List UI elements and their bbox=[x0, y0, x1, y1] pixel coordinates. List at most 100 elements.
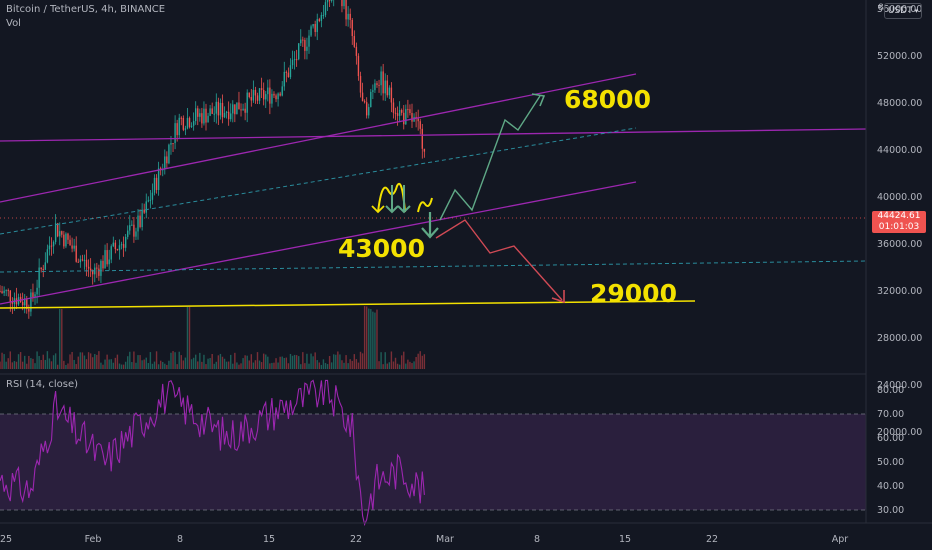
candle-body bbox=[363, 101, 366, 103]
price-tick-label: 44000.00 bbox=[877, 145, 922, 156]
rsi-band-fill bbox=[0, 414, 866, 510]
candle-body bbox=[232, 104, 234, 114]
volume-bar bbox=[417, 353, 419, 369]
candle-body bbox=[368, 107, 370, 116]
volume-bar bbox=[192, 357, 195, 369]
volume-bar bbox=[347, 363, 349, 369]
candle-body bbox=[380, 71, 382, 86]
volume-bar bbox=[139, 355, 141, 369]
price-tick-label: 52000.00 bbox=[877, 51, 922, 62]
price-tick-label: 56000.00 bbox=[877, 4, 922, 15]
time-tick-label: 22 bbox=[350, 534, 362, 545]
candle-body bbox=[244, 108, 246, 113]
candle-body bbox=[209, 108, 211, 116]
candle-body bbox=[300, 39, 302, 44]
volume-bar bbox=[298, 356, 300, 369]
time-tick-label: 8 bbox=[177, 534, 183, 545]
volume-bar bbox=[106, 354, 108, 369]
price-tick-label: 20000.00 bbox=[877, 427, 922, 438]
volume-bar bbox=[89, 353, 92, 369]
channel-median-dashed[interactable] bbox=[0, 127, 637, 235]
candle-body bbox=[304, 39, 306, 51]
rsi-tick-label: 60.00 bbox=[877, 433, 904, 444]
candle-body bbox=[192, 121, 195, 126]
volume-bar bbox=[104, 359, 106, 369]
volume-bar bbox=[65, 364, 67, 369]
candle-body bbox=[291, 59, 294, 66]
candle-body bbox=[351, 19, 353, 37]
volume-bar bbox=[122, 364, 125, 369]
candle-body bbox=[112, 242, 114, 247]
volume-label: Vol bbox=[6, 18, 21, 29]
candle-body bbox=[201, 113, 203, 124]
channel-upper-line[interactable] bbox=[0, 73, 637, 203]
candle-body bbox=[262, 89, 265, 100]
volume-bar bbox=[230, 354, 232, 369]
candle-body bbox=[361, 92, 364, 102]
volume-bar bbox=[213, 363, 215, 369]
rsi-series-line[interactable] bbox=[0, 379, 425, 527]
lower-dashed-guide[interactable] bbox=[0, 260, 867, 273]
currency-selector[interactable]: USDT ▾ bbox=[884, 3, 922, 19]
candle-body bbox=[376, 83, 378, 85]
candle-body bbox=[9, 290, 11, 302]
last-price-value: 44424.61 bbox=[877, 211, 921, 221]
volume-bar bbox=[54, 353, 57, 369]
currency-label: USDT bbox=[887, 6, 913, 16]
volume-bar bbox=[131, 362, 133, 369]
horizontal-resistance-line[interactable] bbox=[0, 128, 867, 142]
candle-body bbox=[411, 113, 413, 122]
candle-body bbox=[423, 148, 426, 152]
volume-bar bbox=[421, 355, 423, 369]
volume-bar bbox=[34, 363, 36, 369]
candle-body bbox=[5, 290, 7, 292]
volume-bar bbox=[56, 364, 59, 369]
candle-body bbox=[24, 298, 26, 306]
rsi-tick-label: 30.00 bbox=[877, 505, 904, 516]
volume-bar bbox=[100, 362, 102, 369]
volume-bar bbox=[258, 360, 261, 369]
candle-body bbox=[269, 87, 271, 104]
volume-bar bbox=[277, 362, 279, 369]
volume-bar bbox=[291, 355, 294, 369]
bear-projection-path[interactable] bbox=[435, 219, 563, 301]
scale-mode-digit[interactable]: 8 bbox=[878, 3, 884, 13]
candle-body bbox=[168, 144, 170, 164]
time-tick-label: 25 bbox=[0, 534, 12, 545]
volume-bar bbox=[419, 351, 421, 369]
volume-bar bbox=[166, 364, 168, 369]
candle-body bbox=[89, 268, 92, 271]
volume-bar bbox=[137, 355, 139, 369]
volume-bar bbox=[201, 361, 203, 369]
candle-body bbox=[207, 115, 209, 123]
candle-body bbox=[271, 93, 273, 104]
volume-bar bbox=[265, 354, 267, 369]
candle-body bbox=[370, 91, 372, 108]
bull-projection-path[interactable] bbox=[439, 95, 541, 221]
volume-bar bbox=[392, 361, 395, 369]
candle-body bbox=[110, 246, 112, 260]
candle-body bbox=[184, 128, 187, 130]
down-arrow-icon bbox=[385, 185, 399, 214]
candle-body bbox=[1, 291, 3, 294]
candle-body bbox=[401, 109, 403, 113]
volume-bar bbox=[94, 354, 96, 369]
volume-bar bbox=[120, 364, 123, 369]
candle-body bbox=[221, 102, 224, 118]
volume-bar bbox=[326, 364, 329, 369]
channel-lower-line[interactable] bbox=[0, 181, 637, 305]
volume-bar bbox=[147, 363, 150, 369]
candle-body bbox=[419, 121, 421, 129]
volume-bar bbox=[67, 363, 69, 369]
candle-body bbox=[374, 83, 376, 91]
candle-body bbox=[122, 244, 125, 248]
volume-bar bbox=[256, 352, 259, 369]
support-line-29000[interactable] bbox=[0, 300, 696, 309]
bear-arrowhead-icon bbox=[551, 290, 565, 304]
volume-bar bbox=[164, 363, 166, 369]
volume-bar bbox=[110, 359, 112, 369]
volume-bar bbox=[44, 359, 47, 369]
volume-bar bbox=[384, 352, 386, 369]
